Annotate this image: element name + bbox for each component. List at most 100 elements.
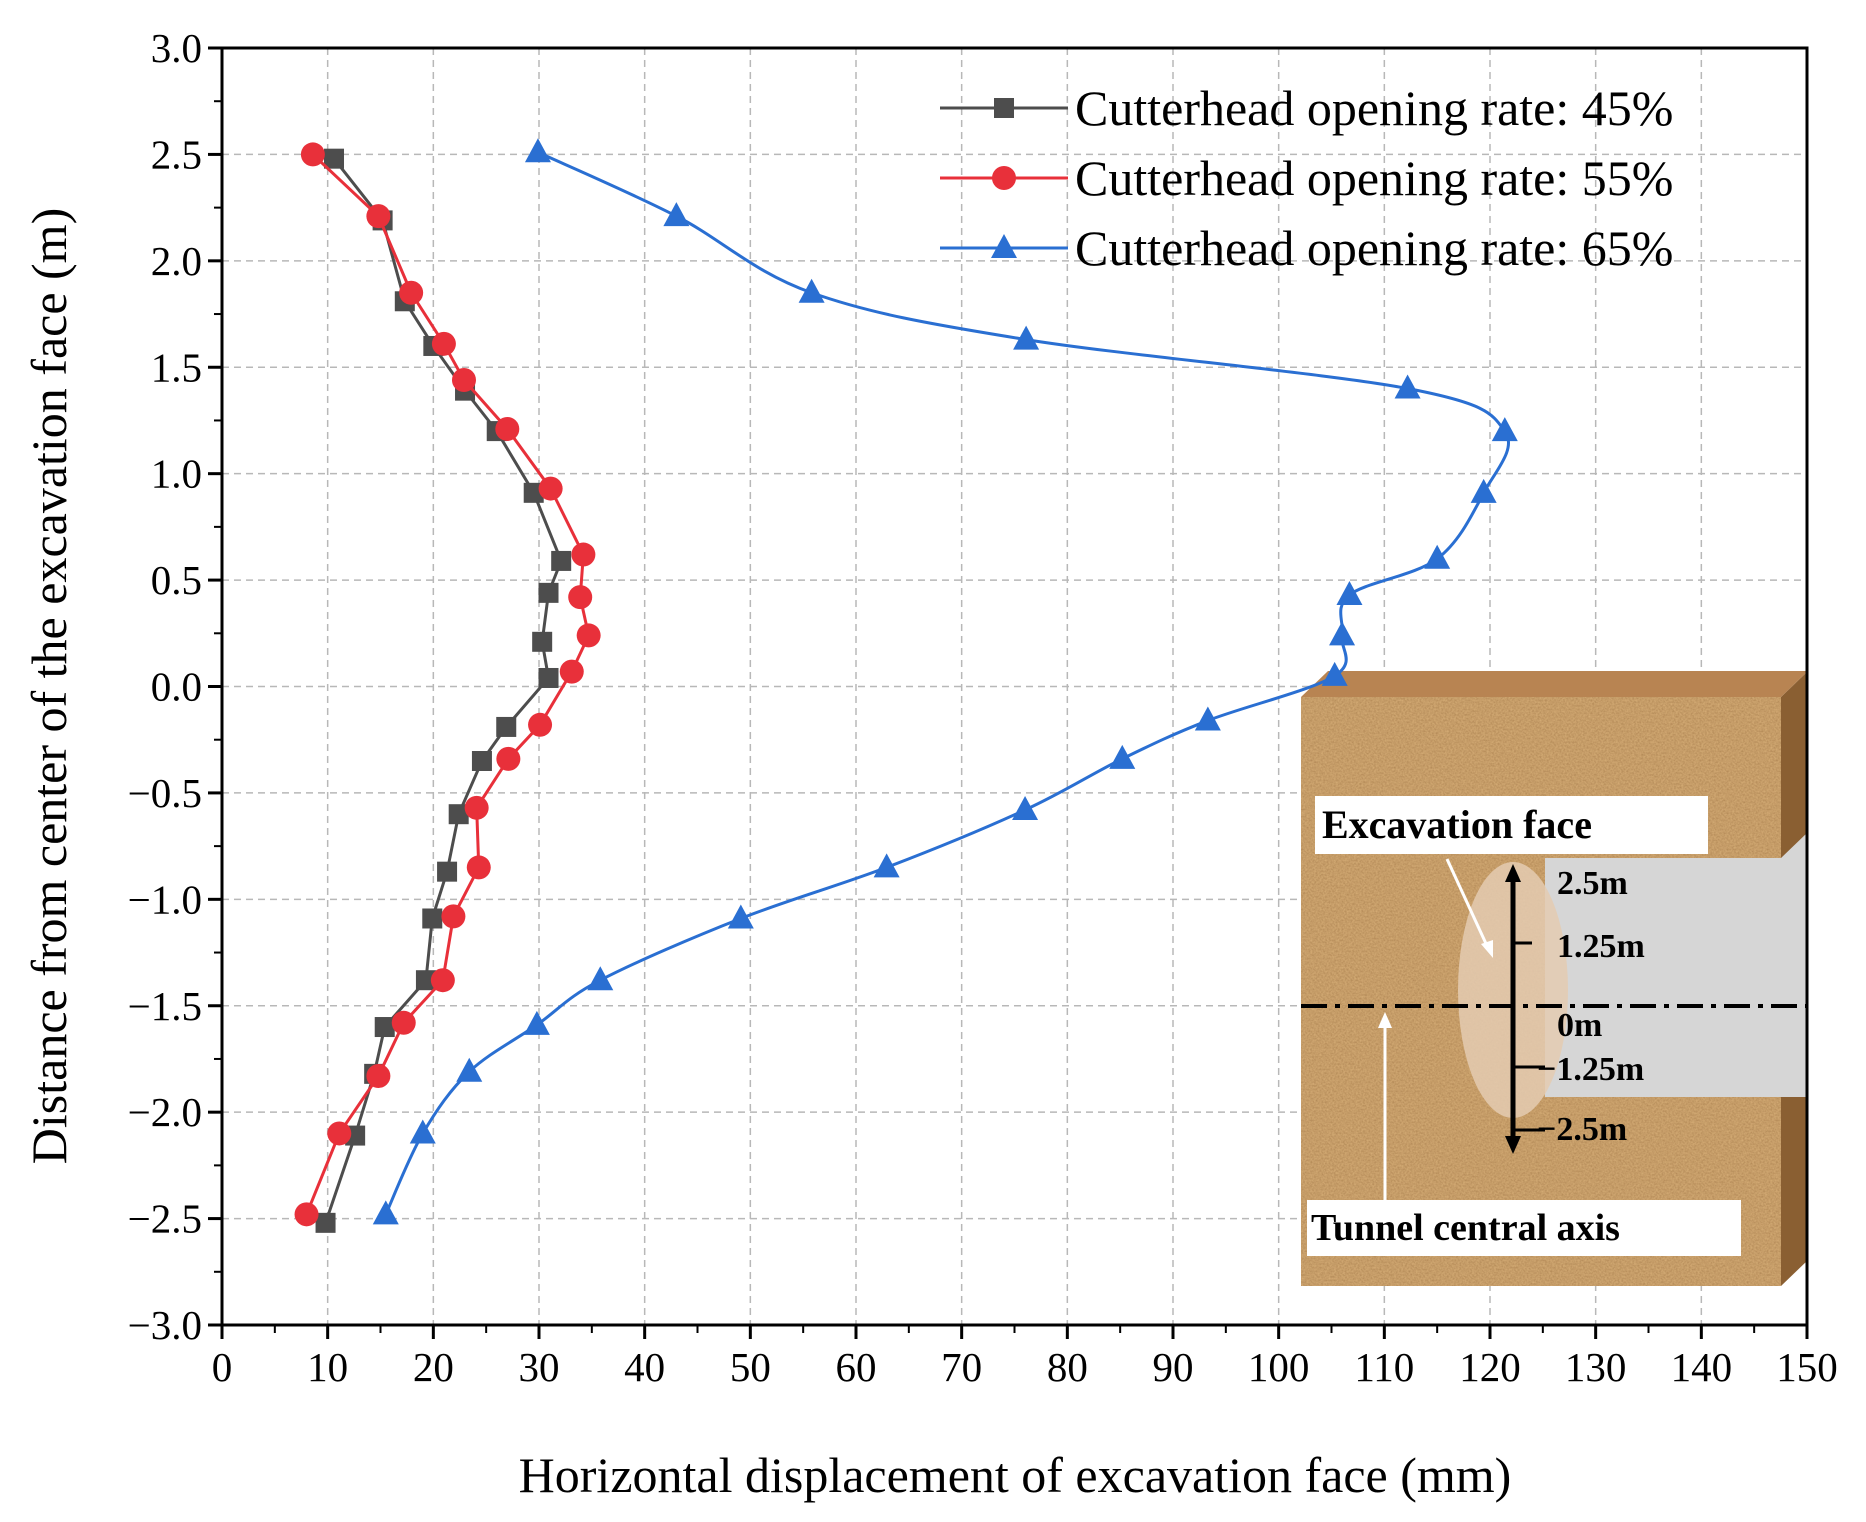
data-point-2 (1394, 374, 1421, 399)
data-point-1 (571, 542, 596, 567)
y-tick-label: 2.5 (151, 131, 202, 177)
x-tick-label: 70 (941, 1344, 982, 1390)
data-point-2 (372, 1200, 399, 1225)
y-tick-label: −2.0 (128, 1089, 202, 1135)
data-point-2 (1321, 661, 1348, 686)
data-point-2 (1109, 744, 1136, 769)
inset-scale-1-25m: 1.25m (1557, 928, 1645, 965)
data-point-1 (399, 280, 424, 305)
data-point-2 (524, 138, 551, 163)
inset-scale-neg-2-5m: −2.5m (1537, 1111, 1627, 1148)
series-line-0 (324, 157, 563, 1224)
x-tick-label: 20 (413, 1344, 454, 1390)
x-tick-label: 100 (1248, 1344, 1310, 1390)
legend-label-0: Cutterhead opening rate: 45% (1075, 80, 1673, 136)
x-tick-label: 50 (730, 1344, 771, 1390)
data-point-1 (327, 1121, 352, 1146)
inset-face-pointer (1445, 858, 1490, 949)
inset-scale-arrow-top (1505, 864, 1521, 882)
x-tick-label: 0 (212, 1344, 233, 1390)
inset-block-top (1301, 671, 1808, 697)
data-point-2 (523, 1010, 550, 1035)
data-point-0 (448, 804, 469, 825)
data-point-1 (466, 855, 491, 880)
y-tick-label: 1.5 (151, 344, 202, 390)
inset-tunnel-opening (1545, 832, 1808, 1097)
data-point-1 (495, 416, 520, 441)
x-tick-label: 150 (1776, 1344, 1838, 1390)
data-point-0 (422, 908, 443, 929)
data-point-2 (663, 202, 690, 227)
data-point-2 (456, 1057, 483, 1082)
data-point-1 (366, 1063, 391, 1088)
y-tick-label: 1.0 (151, 451, 202, 497)
data-point-2 (1491, 417, 1518, 442)
x-tick-label: 130 (1565, 1344, 1627, 1390)
x-tick-label: 40 (624, 1344, 665, 1390)
series-1 (294, 142, 601, 1227)
inset-axis-pointer-head (1378, 1012, 1392, 1028)
y-tick-label: −3.0 (128, 1302, 202, 1348)
x-tick-label: 10 (307, 1344, 348, 1390)
data-point-1 (431, 331, 456, 356)
data-point-1 (441, 904, 466, 929)
legend-label-1: Cutterhead opening rate: 55% (1075, 150, 1673, 206)
y-tick-label: 0.5 (151, 557, 202, 603)
y-tick-label: 2.0 (151, 238, 202, 284)
series-2 (372, 138, 1518, 1225)
series-0 (315, 148, 572, 1233)
data-point-2 (1336, 580, 1363, 605)
data-point-1 (568, 585, 593, 610)
x-tick-label: 140 (1671, 1344, 1733, 1390)
data-point-0 (471, 750, 492, 771)
data-point-1 (538, 476, 563, 501)
y-tick-label: −1.0 (128, 876, 202, 922)
data-point-1 (559, 659, 584, 684)
y-tick-label: −2.5 (128, 1196, 202, 1242)
inset-scale-arrow-bottom (1505, 1136, 1521, 1154)
legend-marker-1 (992, 166, 1016, 190)
data-point-2 (727, 904, 754, 929)
legend-marker-0 (994, 98, 1014, 118)
data-point-1 (528, 712, 553, 737)
legend-label-2: Cutterhead opening rate: 65% (1075, 220, 1673, 276)
inset-excavation-face-label: Excavation face (1322, 802, 1592, 847)
inset-scale-neg-1-25m: −1.25m (1537, 1051, 1644, 1088)
data-point-1 (300, 142, 325, 167)
y-tick-label: −0.5 (128, 770, 202, 816)
inset-scale-0m: 0m (1557, 1007, 1602, 1044)
data-point-0 (551, 550, 572, 571)
y-axis-title: Distance from center of the excavation f… (21, 208, 77, 1164)
data-point-0 (538, 582, 559, 603)
data-point-2 (409, 1119, 436, 1144)
data-point-2 (1424, 544, 1451, 569)
y-tick-label: 0.0 (151, 664, 202, 710)
data-point-1 (391, 1010, 416, 1035)
y-tick-label: −1.5 (128, 983, 202, 1029)
data-point-2 (1013, 325, 1040, 350)
x-tick-label: 90 (1153, 1344, 1194, 1390)
inset-scale-2-5m: 2.5m (1557, 865, 1628, 902)
legend-marker-2 (991, 234, 1017, 258)
data-point-0 (437, 861, 458, 882)
tunnel-inset-illustration: Excavation face Tunnel central axis 2.5m… (1301, 671, 1808, 1286)
axes: 0 10 20 30 40 50 60 70 80 90 100 110 120 130 140 150 −3.… (128, 25, 1838, 1390)
data-point-2 (798, 278, 825, 303)
inset-tunnel-axis-label: Tunnel central axis (1311, 1207, 1620, 1249)
x-axis-title: Horizontal displacement of excavation fa… (519, 1447, 1512, 1503)
data-point-1 (576, 623, 601, 648)
data-point-0 (532, 631, 553, 652)
inset-face-pointer-head (1481, 940, 1493, 958)
x-tick-label: 120 (1459, 1344, 1521, 1390)
data-point-1 (430, 968, 455, 993)
y-tick-label: 3.0 (151, 25, 202, 71)
data-point-2 (1329, 621, 1356, 646)
data-point-0 (496, 716, 517, 737)
data-point-2 (873, 853, 900, 878)
data-point-2 (1012, 795, 1039, 820)
data-point-1 (496, 746, 521, 771)
series-group (294, 138, 1518, 1233)
data-point-1 (451, 368, 476, 393)
data-point-1 (464, 795, 489, 820)
